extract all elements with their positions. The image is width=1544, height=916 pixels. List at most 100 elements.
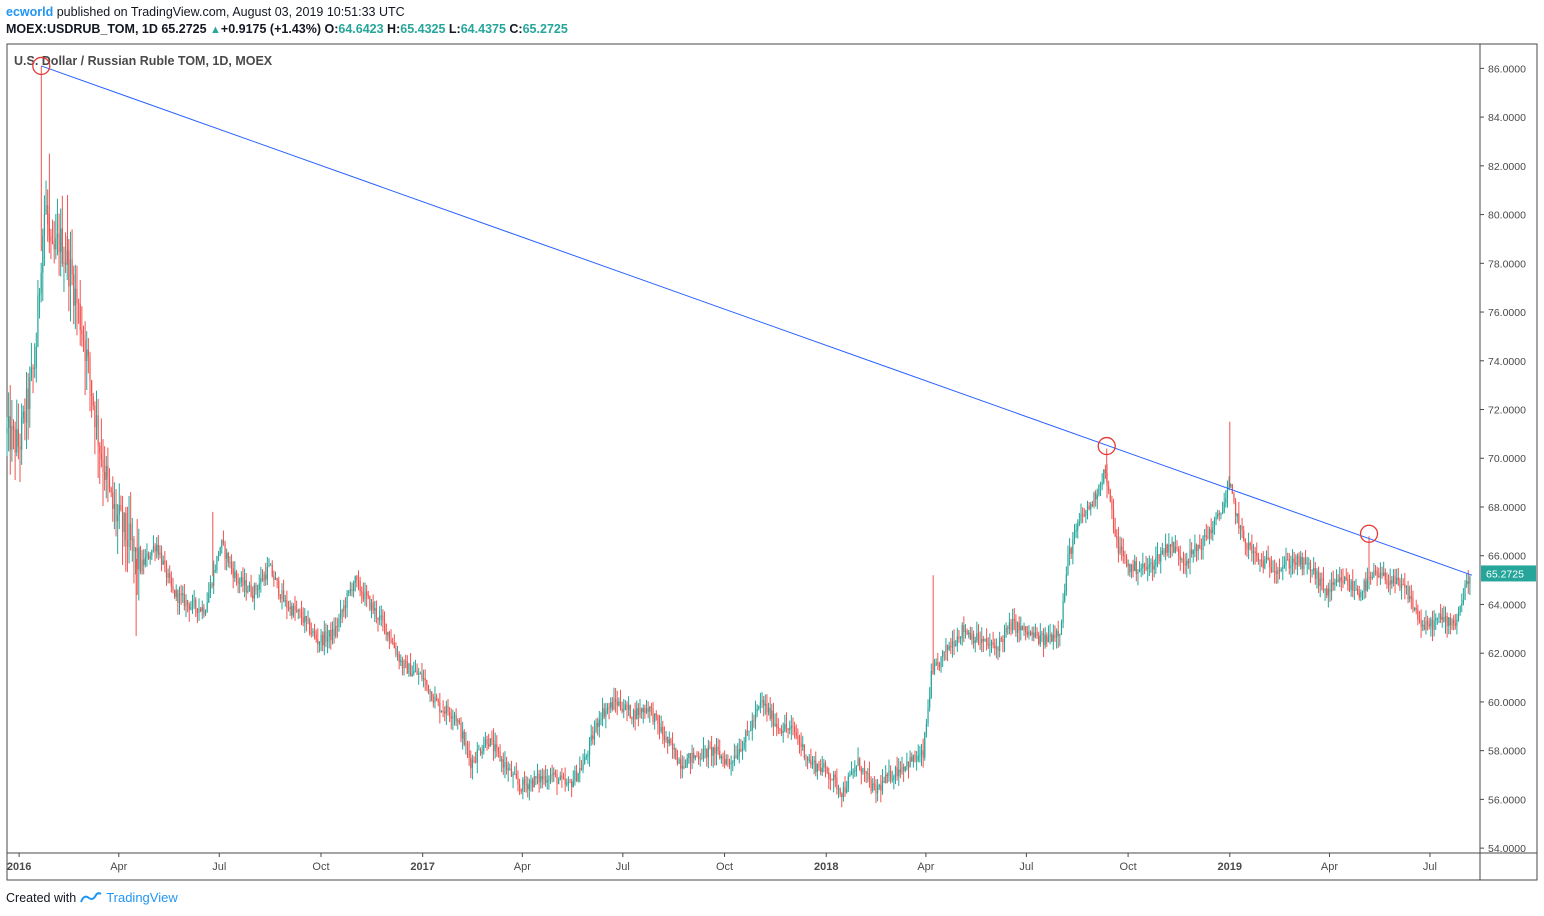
candle-body — [235, 571, 238, 580]
candle-body — [590, 735, 592, 741]
candle-body — [626, 704, 628, 710]
candle-body — [660, 727, 662, 732]
candle-body — [958, 636, 960, 639]
candle-body — [256, 589, 259, 591]
candle-body — [844, 786, 846, 793]
candle-body — [764, 703, 766, 706]
change-value: +0.9175 (+1.43%) — [220, 22, 321, 36]
candle-body — [339, 610, 342, 619]
candle-body — [1181, 558, 1183, 560]
candle-body — [1440, 613, 1442, 620]
candle-body — [1204, 535, 1206, 537]
candle-body — [64, 262, 67, 265]
candle-body — [1228, 485, 1230, 490]
candle-body — [564, 778, 566, 785]
candle-body — [157, 544, 159, 555]
y-tick-label: 78.0000 — [1488, 258, 1526, 270]
candle-body — [1091, 504, 1093, 507]
candle-body — [1199, 545, 1201, 548]
candle-body — [1176, 546, 1178, 550]
candle-body — [724, 758, 726, 765]
candle-body — [312, 630, 314, 634]
candle-body — [232, 568, 234, 578]
x-tick-label: 2019 — [1218, 861, 1242, 873]
candle-body — [77, 303, 80, 304]
candle-body — [956, 636, 958, 645]
candle-body — [702, 749, 705, 759]
candle-body — [445, 705, 447, 714]
candle-body — [1060, 622, 1063, 635]
candle-body — [855, 765, 858, 772]
candle-body — [933, 665, 936, 672]
candle-body — [299, 609, 301, 612]
up-arrow-icon: ▲ — [210, 24, 221, 36]
candle-body — [182, 593, 184, 595]
candle-body — [1280, 568, 1282, 571]
candle-body — [313, 630, 316, 635]
candle-body — [40, 272, 42, 293]
candle-body — [439, 702, 441, 713]
candle-body — [833, 774, 835, 781]
candle-body — [1443, 617, 1445, 622]
candle-body — [143, 559, 145, 565]
candle-body — [1200, 547, 1203, 550]
tradingview-logo-icon — [80, 891, 102, 902]
candle-body — [76, 288, 78, 304]
candle-body — [1173, 541, 1175, 553]
marked-point-circle — [1097, 436, 1116, 456]
candle-body — [880, 785, 882, 791]
candle-body — [1205, 535, 1207, 538]
candle-body — [914, 754, 916, 761]
candle-body — [224, 543, 226, 559]
candle-body — [657, 715, 659, 724]
candle-body — [527, 784, 529, 790]
candle-body — [115, 504, 117, 522]
candle-body — [556, 774, 558, 785]
candle-body — [1055, 631, 1058, 638]
candle-body — [554, 772, 556, 775]
candle-body — [636, 708, 638, 720]
candle-body — [1257, 555, 1259, 561]
candle-body — [315, 634, 317, 640]
candle-body — [780, 730, 783, 733]
candle-body — [1029, 631, 1032, 635]
candle-body — [92, 396, 94, 406]
candle-body — [214, 570, 216, 571]
candle-body — [237, 579, 239, 584]
candle-body — [1274, 571, 1276, 572]
candle-body — [1212, 527, 1214, 534]
candle-body — [1446, 616, 1448, 627]
x-tick-label: Oct — [1120, 861, 1137, 873]
x-tick-label: Apr — [110, 861, 127, 873]
candle-body — [325, 631, 327, 642]
candle-body — [458, 720, 460, 723]
candle-body — [211, 583, 213, 587]
candle-body — [795, 731, 797, 737]
candle-body — [427, 684, 430, 694]
candle-body — [515, 773, 517, 779]
candle-body — [91, 380, 93, 397]
candle-body — [452, 716, 454, 719]
candle-body — [1295, 562, 1297, 565]
candle-body — [1464, 584, 1466, 600]
candle-body — [408, 663, 410, 674]
tradingview-brand-link[interactable]: TradingView — [106, 890, 178, 905]
candle-body — [97, 415, 99, 446]
candle-body — [815, 760, 817, 773]
candle-body — [927, 707, 929, 724]
candle-body — [283, 590, 285, 602]
candle-body — [1098, 485, 1100, 496]
author-link[interactable]: ecworld — [6, 5, 54, 19]
candle-body — [326, 636, 329, 642]
candle-body — [287, 608, 290, 610]
candle-body — [1111, 501, 1113, 510]
candle-body — [370, 602, 373, 610]
candle-body — [328, 630, 330, 637]
candle-body — [1073, 532, 1076, 540]
candle-body — [258, 583, 260, 590]
candle-body — [691, 752, 693, 763]
candle-body — [658, 723, 661, 732]
candle-body — [943, 651, 945, 653]
candle-body — [1231, 484, 1233, 494]
